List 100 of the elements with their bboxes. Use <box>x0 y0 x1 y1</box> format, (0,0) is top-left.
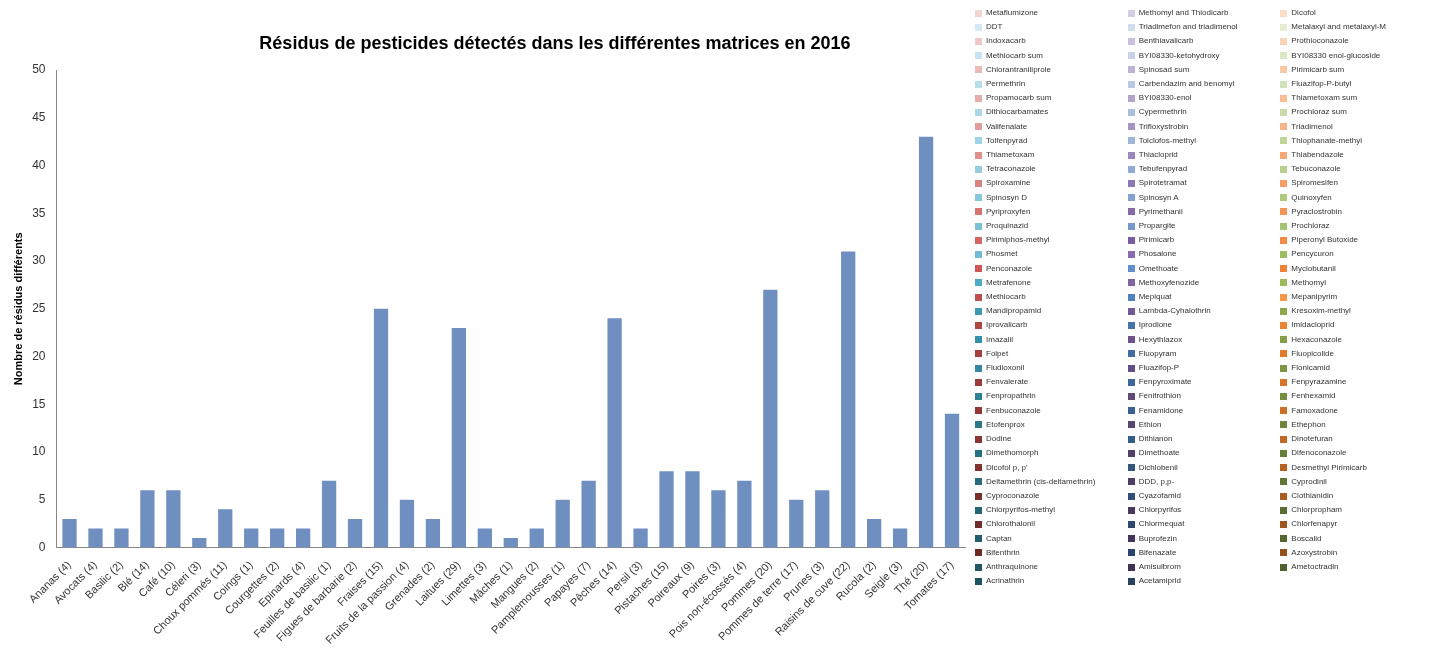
bar <box>140 490 155 548</box>
legend-label: Pyraclostrobin <box>1290 205 1343 218</box>
bar <box>295 528 311 548</box>
legend-label: Acrinathrin <box>985 575 1026 588</box>
legend-label: BYI08330-ketohydroxy <box>1137 49 1221 62</box>
bar <box>763 289 778 548</box>
legend-label: Amisulbrom <box>1137 560 1182 573</box>
bar <box>581 480 596 548</box>
y-tick-label: 30 <box>32 253 46 268</box>
bar <box>659 471 674 548</box>
legend-label: DDT <box>985 21 1004 34</box>
legend-label: DDD, p,p- <box>1137 475 1176 488</box>
legend-label: Iprodione <box>1137 319 1173 332</box>
y-axis-title: Nombre de résidus différents <box>11 232 24 386</box>
legend-label: Fenamidone <box>1137 404 1185 417</box>
bar <box>373 308 389 548</box>
legend-label: Mandipropamid <box>985 305 1043 318</box>
legend-label: Bifenazate <box>1137 546 1178 559</box>
legend-label: Lambda-Cyhalothrin <box>1137 305 1212 318</box>
legend-label: Tetraconazole <box>985 163 1037 176</box>
legend-label: Desmethyl Pirimicarb <box>1290 461 1368 474</box>
legend-label: Omethoate <box>1137 262 1180 275</box>
legend-label: Chlorpyrifos <box>1137 504 1183 517</box>
legend-label: Proquinazid <box>985 220 1030 233</box>
bar <box>88 528 103 548</box>
legend-label: Metaflumizone <box>985 7 1040 19</box>
legend-label: Pirimiphos-methyl <box>985 234 1051 247</box>
legend-label: Bifenthrin <box>985 546 1021 559</box>
legend-label: Metalaxyl and metalaxyl-M <box>1290 21 1388 34</box>
bar <box>737 480 752 548</box>
legend-label: Phosalone <box>1137 248 1178 261</box>
y-tick-label: 15 <box>32 396 46 411</box>
legend-label: Quinoxyfen <box>1290 191 1333 204</box>
bar <box>633 528 648 548</box>
legend-label: Pyriproxyfen <box>985 205 1032 218</box>
legend-label: Cyazofamid <box>1137 489 1182 502</box>
legend-label: Indoxacarb <box>985 35 1027 48</box>
bar <box>425 518 441 548</box>
legend-label: Methiocarb <box>985 291 1027 304</box>
legend-label: Triadimefon and triadimenol <box>1137 21 1239 34</box>
bar <box>841 251 856 548</box>
bar <box>62 518 77 548</box>
bar <box>321 480 337 548</box>
y-tick-label: 40 <box>32 157 46 172</box>
bar <box>399 499 415 548</box>
bar <box>918 136 934 548</box>
legend-label: Boscalid <box>1290 532 1323 545</box>
legend-label: Anthraquinone <box>985 560 1040 573</box>
legend-label: Valifenalate <box>985 120 1029 133</box>
legend-label: Dichlobenil <box>1137 461 1179 474</box>
legend-label: Methiocarb sum <box>985 49 1044 62</box>
legend-label: Fluazifop-P-butyl <box>1290 78 1353 90</box>
legend-label: Chlorantraniliprole <box>985 63 1052 76</box>
legend-label: Acetamiprid <box>1137 575 1182 588</box>
legend-label: Piperonyl Butoxide <box>1290 234 1360 247</box>
legend-label: Propargite <box>1137 220 1177 233</box>
legend-label: Prothioconazole <box>1290 35 1350 48</box>
y-tick-label: 10 <box>32 444 46 459</box>
legend-label: Hexaconazole <box>1290 333 1344 346</box>
legend-label: Phosmet <box>985 248 1019 261</box>
legend-label: Thiametoxam <box>985 149 1036 162</box>
bar <box>789 499 804 548</box>
bar <box>529 528 544 548</box>
legend-label: Cyproconazole <box>985 489 1041 502</box>
bar <box>114 528 129 548</box>
legend-label: Tebuconazole <box>1290 163 1342 176</box>
bar <box>477 528 492 548</box>
legend-label: Fluazifop-P <box>1137 362 1181 375</box>
legend-label: Dimethoate <box>1137 447 1181 460</box>
legend-label: Buprofezin <box>1137 532 1178 545</box>
y-tick-label: 35 <box>32 205 46 220</box>
legend-label: Fenpyrazamine <box>1290 376 1348 389</box>
legend-label: Fluopyram <box>1137 347 1178 360</box>
legend-label: Carbendazim and benomyl <box>1137 78 1236 90</box>
legend-label: Kresoxim-methyl <box>1290 305 1352 318</box>
legend-label: Propamocarb sum <box>985 92 1053 105</box>
legend-label: Chlorpyrifos-methyl <box>985 504 1056 517</box>
y-tick-label: 20 <box>32 348 46 363</box>
legend-label: Fenitrothion <box>1137 390 1182 403</box>
legend-label: Chlorothalonil <box>985 518 1036 531</box>
legend-label: Pencycuron <box>1290 248 1335 261</box>
legend-label: Dodine <box>985 433 1013 446</box>
legend-label: Mepiquat <box>1137 291 1173 304</box>
legend-label: Pirimicarb <box>1137 234 1176 247</box>
legend-label: Folpet <box>985 347 1010 360</box>
legend-label: Triadimenol <box>1290 120 1334 133</box>
legend-label: Difenoconazole <box>1290 447 1348 460</box>
legend-label: Iprovalicarb <box>985 319 1029 332</box>
legend-label: Thiacloprid <box>1137 149 1179 162</box>
legend-label: Flonicamid <box>1290 362 1331 375</box>
legend-label: Thiabendazole <box>1290 149 1345 162</box>
legend-label: Fludioxonil <box>985 362 1026 375</box>
legend-label: Tolfenpyrad <box>985 134 1029 147</box>
bar <box>711 490 726 548</box>
legend-label: Spiromesifen <box>1290 177 1339 190</box>
chart-title: Résidus de pesticides détectés dans les différentes matrices en 2016 <box>259 32 851 53</box>
bar <box>607 318 622 548</box>
legend-label: Fenbuconazole <box>985 404 1042 417</box>
legend-label: Captan <box>985 532 1013 545</box>
bar <box>867 518 882 548</box>
